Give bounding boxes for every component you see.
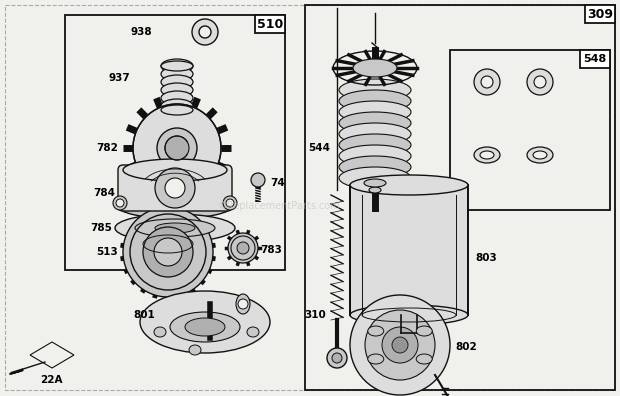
Circle shape — [474, 69, 500, 95]
Text: 22A: 22A — [40, 375, 63, 385]
Text: 513: 513 — [96, 247, 118, 257]
Ellipse shape — [339, 156, 411, 178]
Ellipse shape — [161, 59, 193, 73]
Circle shape — [123, 207, 213, 297]
Ellipse shape — [353, 59, 397, 77]
Text: ©ReplacementParts.com: ©ReplacementParts.com — [218, 201, 340, 211]
Circle shape — [157, 128, 197, 168]
Text: 74: 74 — [270, 178, 285, 188]
Text: 310: 310 — [304, 310, 326, 320]
Ellipse shape — [416, 354, 432, 364]
Circle shape — [327, 348, 347, 368]
Text: 782: 782 — [96, 143, 118, 153]
FancyBboxPatch shape — [118, 165, 232, 211]
Ellipse shape — [223, 196, 237, 210]
Ellipse shape — [368, 326, 384, 336]
Ellipse shape — [113, 196, 127, 210]
Text: 309: 309 — [587, 8, 613, 21]
Ellipse shape — [118, 194, 232, 219]
Circle shape — [350, 295, 450, 395]
Ellipse shape — [527, 147, 553, 163]
Ellipse shape — [533, 151, 547, 159]
Circle shape — [534, 76, 546, 88]
Ellipse shape — [368, 354, 384, 364]
Text: 802: 802 — [455, 342, 477, 352]
Circle shape — [382, 327, 418, 363]
Ellipse shape — [154, 327, 166, 337]
Ellipse shape — [115, 214, 235, 242]
Circle shape — [481, 76, 493, 88]
Bar — [450, 50, 610, 210]
Ellipse shape — [369, 187, 381, 193]
Ellipse shape — [135, 219, 215, 237]
Ellipse shape — [416, 326, 432, 336]
Text: 510: 510 — [257, 17, 283, 30]
Ellipse shape — [339, 145, 411, 167]
Bar — [350, 185, 468, 315]
Circle shape — [527, 69, 553, 95]
Circle shape — [155, 168, 195, 208]
Circle shape — [116, 199, 124, 207]
Ellipse shape — [161, 61, 193, 71]
Circle shape — [165, 178, 185, 198]
Text: 548: 548 — [583, 54, 606, 64]
Text: 937: 937 — [108, 73, 130, 83]
Circle shape — [133, 104, 221, 192]
Circle shape — [238, 299, 248, 309]
Ellipse shape — [161, 91, 193, 105]
Ellipse shape — [339, 79, 411, 101]
Text: 783: 783 — [260, 245, 282, 255]
Ellipse shape — [247, 327, 259, 337]
Ellipse shape — [474, 147, 500, 163]
Ellipse shape — [339, 167, 411, 189]
Circle shape — [199, 26, 211, 38]
Text: 803: 803 — [475, 253, 497, 263]
Ellipse shape — [123, 159, 227, 181]
Circle shape — [192, 19, 218, 45]
Circle shape — [365, 310, 435, 380]
Circle shape — [226, 199, 234, 207]
Ellipse shape — [350, 175, 468, 195]
Circle shape — [143, 227, 193, 277]
Text: 801: 801 — [133, 310, 155, 320]
Bar — [65, 15, 285, 270]
Ellipse shape — [339, 134, 411, 156]
Ellipse shape — [140, 291, 270, 353]
Circle shape — [154, 238, 182, 266]
Text: 938: 938 — [130, 27, 152, 37]
Bar — [580, 50, 610, 68]
Ellipse shape — [350, 305, 468, 325]
Circle shape — [237, 242, 249, 254]
Ellipse shape — [480, 151, 494, 159]
Ellipse shape — [339, 112, 411, 134]
Ellipse shape — [161, 105, 193, 115]
Ellipse shape — [339, 90, 411, 112]
Bar — [305, 5, 615, 390]
Circle shape — [332, 353, 342, 363]
Circle shape — [165, 136, 189, 160]
Text: 544: 544 — [308, 143, 330, 153]
Ellipse shape — [189, 345, 201, 355]
Ellipse shape — [185, 318, 225, 336]
Ellipse shape — [161, 83, 193, 97]
Circle shape — [251, 173, 265, 187]
Ellipse shape — [339, 101, 411, 123]
Ellipse shape — [161, 75, 193, 89]
Ellipse shape — [155, 223, 195, 233]
Bar — [585, 5, 615, 23]
Ellipse shape — [236, 294, 250, 314]
Ellipse shape — [339, 123, 411, 145]
Ellipse shape — [161, 99, 193, 113]
Text: 784: 784 — [93, 188, 115, 198]
Ellipse shape — [369, 60, 381, 66]
Bar — [255, 15, 285, 33]
Circle shape — [228, 233, 258, 263]
Polygon shape — [30, 342, 74, 368]
Text: 785: 785 — [90, 223, 112, 233]
Circle shape — [392, 337, 408, 353]
Ellipse shape — [170, 312, 240, 342]
Ellipse shape — [364, 179, 386, 187]
Ellipse shape — [161, 67, 193, 81]
